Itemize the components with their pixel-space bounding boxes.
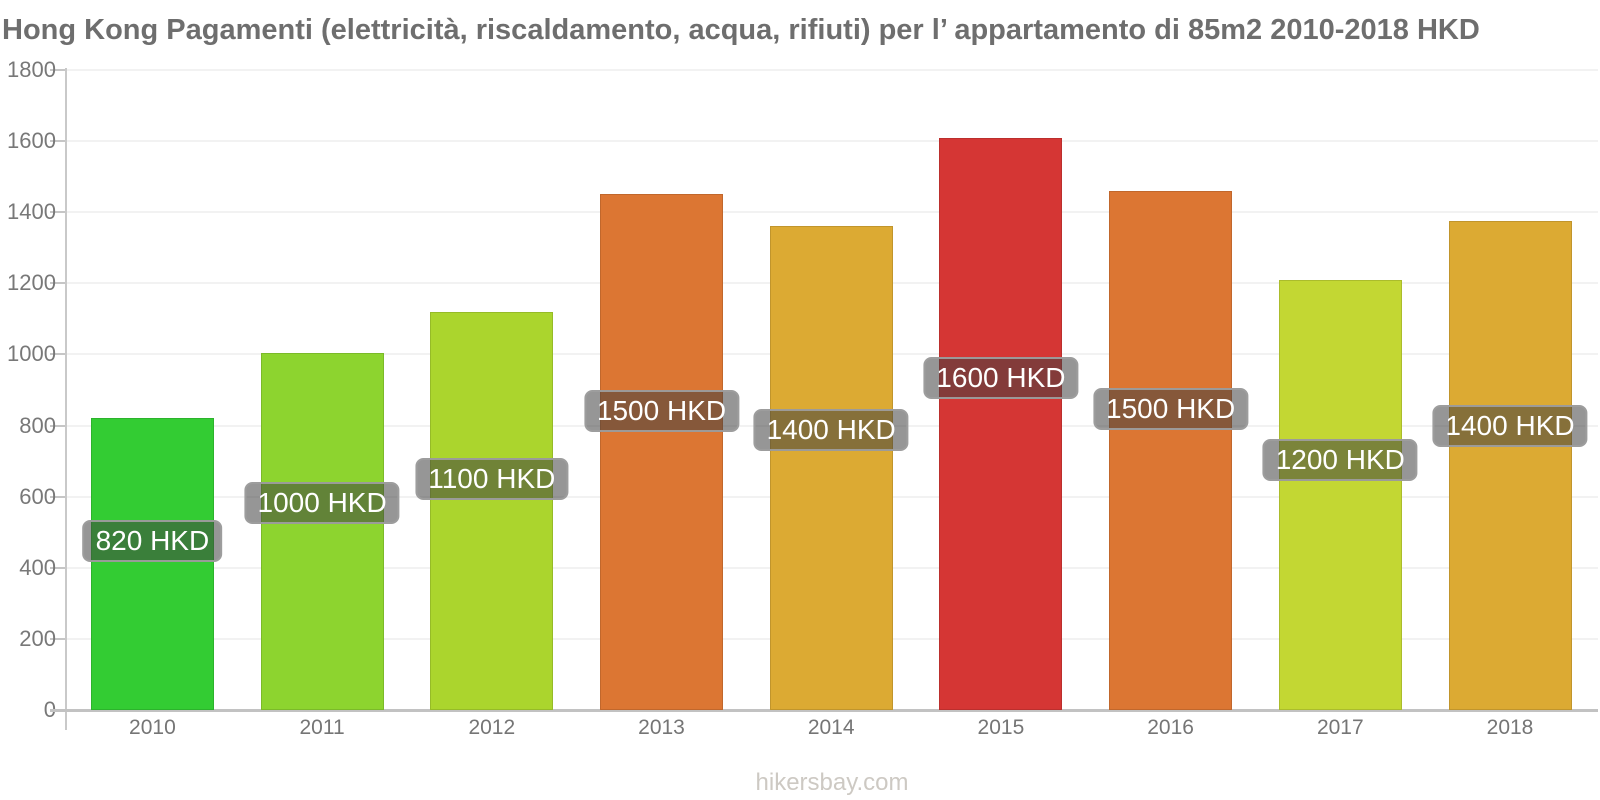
y-tick-label: 1000	[7, 341, 56, 367]
y-tick-label: 1200	[7, 270, 56, 296]
bar-value-badge-2017: 1200 HKD	[1262, 439, 1418, 482]
y-axis-tick	[50, 637, 66, 640]
y-tick-label: 400	[19, 554, 56, 580]
x-tick-label: 2018	[1486, 716, 1534, 739]
x-tick-label: 2010	[129, 716, 176, 739]
y-tick-label: 1600	[7, 128, 56, 154]
bar-2015	[939, 137, 1063, 710]
y-axis-tick	[50, 566, 66, 569]
gridline	[65, 140, 1598, 143]
x-tick-label: 2012	[468, 716, 516, 739]
bar-2011	[260, 352, 384, 710]
bar-2013	[600, 194, 723, 710]
x-tick-label: 2013	[638, 716, 685, 739]
x-axis-line	[50, 709, 1598, 712]
bar-2010	[90, 418, 214, 710]
bar-2018	[1448, 221, 1572, 710]
bar-value-badge-2016: 1500 HKD	[1093, 387, 1249, 430]
x-tick-label: 2015	[977, 716, 1025, 739]
y-axis-tick	[50, 353, 66, 356]
x-tick-label: 2017	[1316, 716, 1364, 739]
bar-value-badge-2010: 820 HKD	[82, 519, 223, 562]
y-axis-line	[65, 68, 67, 730]
gridline	[65, 211, 1598, 214]
x-tick-label: 2016	[1147, 716, 1194, 739]
bar-value-badge-2013: 1500 HKD	[583, 389, 740, 432]
bar-value-badge-2018: 1400 HKD	[1432, 405, 1588, 448]
y-axis-tick	[50, 211, 66, 214]
y-axis-tick	[50, 69, 66, 71]
bar-value-badge-2014: 1400 HKD	[753, 408, 909, 451]
y-tick-label: 0	[0, 699, 56, 721]
bar-2016	[1109, 190, 1233, 710]
y-tick-label: 1400	[7, 199, 56, 225]
watermark: hikersbay.com	[755, 769, 909, 796]
y-tick-label: 1800	[7, 57, 56, 82]
bar-value-badge-2012: 1100 HKD	[415, 458, 569, 501]
x-tick-label: 2014	[807, 716, 855, 739]
x-tick-label: 2011	[299, 716, 345, 739]
bar-2014	[769, 226, 893, 710]
chart-title: Hong Kong Pagamenti (elettricità, riscal…	[2, 14, 1480, 46]
gridline	[65, 69, 1598, 71]
y-axis-tick	[50, 140, 66, 143]
y-axis-tick	[50, 495, 66, 498]
bar-2017	[1278, 279, 1402, 710]
bar-2012	[430, 311, 554, 710]
y-axis-tick	[50, 424, 66, 427]
y-tick-label: 600	[19, 483, 56, 509]
y-tick-label: 200	[19, 625, 56, 651]
bar-value-badge-2011: 1000 HKD	[244, 481, 400, 524]
y-tick-label: 800	[19, 412, 56, 438]
y-axis-tick	[50, 282, 66, 285]
bar-value-badge-2015: 1600 HKD	[923, 356, 1079, 399]
